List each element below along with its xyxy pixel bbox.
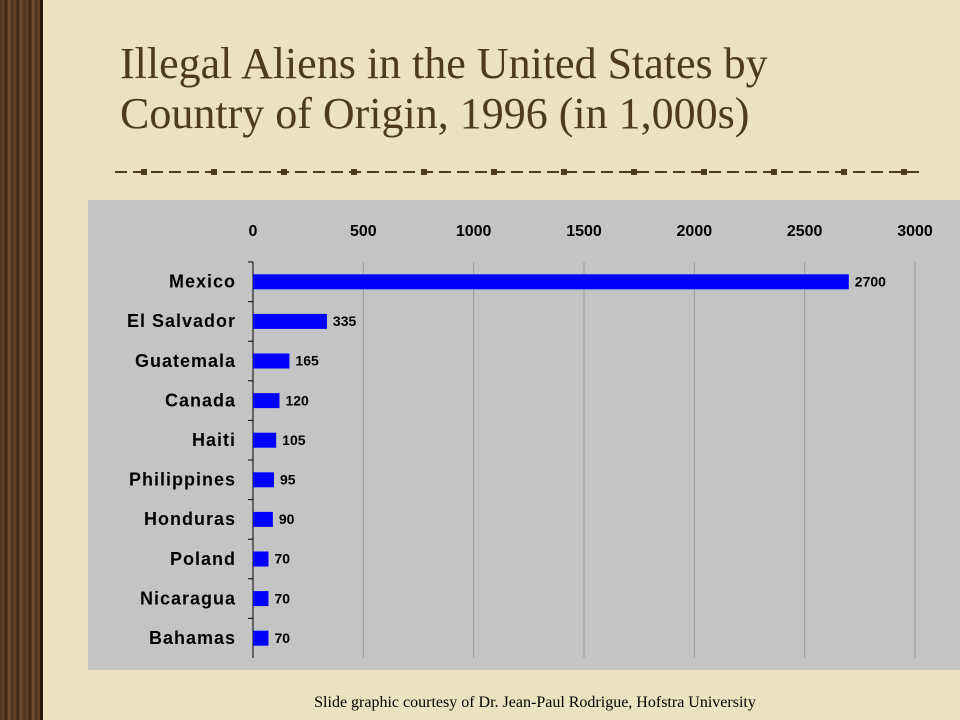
bar — [253, 472, 274, 488]
bar — [253, 274, 849, 290]
value-label: 165 — [295, 353, 319, 369]
value-label: 335 — [333, 313, 357, 329]
value-label: 2700 — [855, 274, 886, 290]
bar — [253, 511, 273, 527]
bar — [253, 313, 327, 329]
y-tick-label: Philippines — [129, 470, 236, 490]
bar — [253, 591, 269, 607]
y-tick-label: Canada — [165, 390, 236, 410]
x-tick-label: 500 — [350, 223, 377, 240]
value-label: 105 — [282, 432, 306, 448]
x-tick-label: 0 — [249, 223, 258, 240]
y-tick-label: Poland — [170, 549, 236, 569]
x-tick-label: 2000 — [677, 223, 713, 240]
y-tick-label: Mexico — [169, 272, 236, 292]
value-label: 95 — [280, 472, 296, 488]
bar — [253, 551, 269, 567]
credit: Slide graphic courtesy of Dr. Jean-Paul … — [314, 694, 756, 711]
value-label: 90 — [279, 511, 295, 527]
y-tick-label: Bahamas — [149, 628, 236, 648]
title-line: Country of Origin, 1996 (in 1,000s) — [120, 89, 750, 138]
value-label: 70 — [274, 551, 290, 567]
y-tick-label: Nicaragua — [140, 588, 236, 608]
bar — [253, 393, 280, 409]
bar — [253, 630, 269, 646]
x-tick-label: 3000 — [897, 223, 933, 240]
y-tick-label: Honduras — [144, 509, 236, 529]
value-label: 70 — [274, 590, 290, 606]
y-tick-label: El Salvador — [127, 311, 236, 331]
y-tick-label: Guatemala — [135, 351, 236, 371]
bar — [253, 353, 290, 369]
wood-border — [0, 0, 43, 720]
title-line: Illegal Aliens in the United States by — [120, 39, 768, 88]
divider — [115, 169, 925, 175]
x-tick-label: 2500 — [787, 223, 823, 240]
x-tick-label: 1500 — [566, 223, 602, 240]
value-label: 120 — [285, 392, 309, 408]
bar — [253, 432, 277, 448]
value-label: 70 — [274, 630, 290, 646]
y-tick-label: Haiti — [192, 430, 236, 450]
x-tick-label: 1000 — [456, 223, 492, 240]
